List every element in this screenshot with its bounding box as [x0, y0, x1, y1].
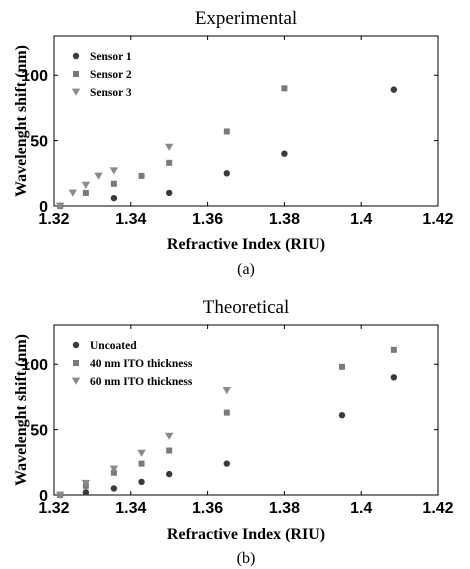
legend-entry: Uncoated	[90, 340, 137, 352]
legend-entry: Sensor 3	[90, 87, 132, 99]
x-axis-label-theoretical: Refractive Index (RIU)	[167, 526, 325, 543]
data-point-circle	[110, 194, 118, 202]
data-point-square	[166, 447, 173, 454]
x-tick-label: 1.38	[269, 211, 300, 228]
legend-experimental: Sensor 1 Sensor 2 Sensor 3	[71, 51, 132, 99]
tick-layer-theoretical: 1.32 1.34 1.36 1.38 1.4 1.42 0 50 100	[21, 325, 454, 517]
data-point-triangle	[165, 432, 174, 440]
y-axis-label-experimental: Wavelenght shift (nm)	[13, 45, 30, 197]
mark-layer-theoretical	[55, 346, 398, 499]
data-point-square	[339, 363, 345, 370]
legend-marker-triangle	[71, 88, 81, 96]
data-point-triangle	[55, 202, 65, 210]
y-tick-label: 50	[30, 423, 48, 440]
data-point-square	[166, 159, 173, 166]
data-point-triangle	[109, 167, 119, 175]
x-tick-label: 1.36	[192, 500, 223, 517]
data-point-circle	[82, 489, 90, 496]
y-tick-label: 100	[21, 68, 48, 85]
legend-marker-circle	[72, 52, 80, 60]
data-point-triangle	[68, 189, 78, 197]
legend-entry: 60 nm ITO thickness	[90, 376, 193, 388]
panel-label-b: (b)	[237, 550, 256, 567]
data-point-triangle	[81, 479, 91, 488]
legend-marker-triangle	[71, 377, 81, 385]
data-point-square	[82, 189, 89, 196]
y-axis-label-theoretical: Wavelenght shift (nm)	[13, 334, 30, 486]
data-point-square	[138, 460, 145, 467]
legend-theoretical: Uncoated 40 nm ITO thickness 60 nm ITO thi…	[71, 340, 193, 388]
x-tick-label: 1.34	[115, 211, 146, 228]
x-tick-label: 1.32	[38, 500, 69, 517]
y-tick-label: 0	[39, 199, 48, 216]
x-tick-label: 1.4	[350, 211, 372, 228]
data-point-circle	[390, 374, 398, 381]
data-point-square	[223, 128, 230, 135]
data-point-triangle	[55, 491, 65, 499]
data-point-triangle	[137, 449, 146, 457]
data-point-square	[281, 85, 288, 92]
chart-title-theoretical: Theoretical	[203, 297, 290, 318]
data-point-triangle	[94, 172, 103, 180]
x-tick-label: 1.36	[192, 211, 223, 228]
data-point-square	[110, 180, 117, 187]
chart-title-experimental: Experimental	[195, 8, 297, 29]
data-point-triangle	[165, 143, 174, 151]
panel-theoretical: Theoretical 1.32 1.34 1.36 1.38 1.4 1.42 0 50 10…	[13, 297, 454, 567]
data-point-square	[390, 346, 397, 353]
data-point-circle	[281, 150, 288, 157]
data-point-circle	[166, 189, 173, 197]
data-point-triangle	[81, 181, 91, 189]
legend-entry: Sensor 2	[90, 69, 132, 81]
data-point-circle	[338, 412, 346, 419]
data-point-circle	[110, 485, 118, 492]
plot-frame-experimental	[53, 35, 439, 207]
data-point-square	[138, 172, 145, 179]
x-tick-label: 1.4	[350, 500, 372, 517]
plot-frame-theoretical	[53, 324, 439, 496]
data-point-circle	[390, 86, 398, 93]
data-point-circle	[223, 460, 230, 467]
x-axis-label-experimental: Refractive Index (RIU)	[167, 236, 325, 253]
y-tick-label: 100	[21, 357, 48, 374]
y-tick-label: 0	[39, 488, 48, 505]
tick-layer-experimental: 1.32 1.34 1.36 1.38 1.4 1.42 0 50 100	[21, 36, 454, 228]
legend-entry: Sensor 1	[90, 51, 132, 63]
mark-layer-experimental	[55, 85, 398, 210]
x-tick-label: 1.42	[422, 500, 453, 517]
x-tick-label: 1.34	[115, 500, 146, 517]
x-tick-label: 1.42	[422, 211, 453, 228]
data-point-square	[110, 469, 117, 476]
data-point-circle	[138, 478, 145, 486]
data-point-triangle	[222, 387, 231, 395]
y-tick-label: 50	[30, 134, 48, 151]
x-tick-label: 1.38	[269, 500, 300, 517]
panel-experimental: Experimental 1.32 1.34 1.36 1.38 1.4 1.420501…	[13, 8, 454, 278]
data-point-circle	[223, 170, 230, 177]
panel-label-a: (a)	[237, 261, 255, 278]
data-point-triangle	[109, 465, 119, 473]
x-tick-label: 1.32	[38, 211, 69, 228]
legend-marker-circle	[72, 341, 80, 349]
data-point-circle	[166, 470, 173, 478]
legend-marker-square	[73, 71, 79, 77]
legend-entry: 40 nm ITO thickness	[90, 358, 193, 370]
legend-marker-square	[73, 360, 79, 366]
data-point-square	[223, 409, 230, 416]
